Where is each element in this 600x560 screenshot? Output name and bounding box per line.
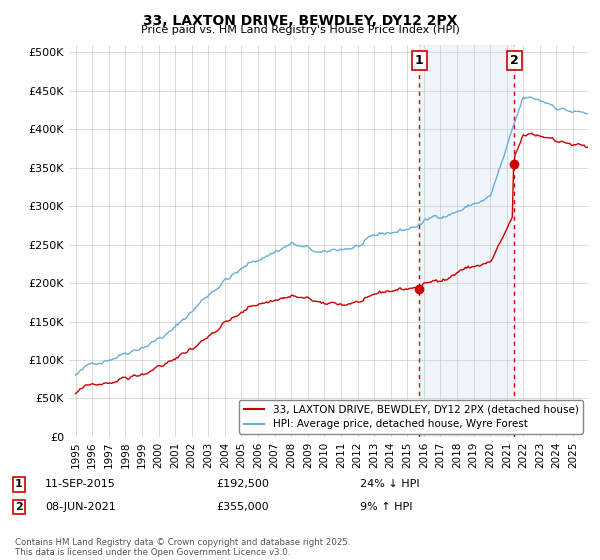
Text: 2: 2 (510, 54, 519, 67)
Text: 24% ↓ HPI: 24% ↓ HPI (360, 479, 419, 489)
Text: 08-JUN-2021: 08-JUN-2021 (45, 502, 116, 512)
Text: 9% ↑ HPI: 9% ↑ HPI (360, 502, 413, 512)
Text: £355,000: £355,000 (216, 502, 269, 512)
Text: 33, LAXTON DRIVE, BEWDLEY, DY12 2PX: 33, LAXTON DRIVE, BEWDLEY, DY12 2PX (143, 14, 457, 28)
Text: Contains HM Land Registry data © Crown copyright and database right 2025.
This d: Contains HM Land Registry data © Crown c… (15, 538, 350, 557)
Text: £192,500: £192,500 (216, 479, 269, 489)
Legend: 33, LAXTON DRIVE, BEWDLEY, DY12 2PX (detached house), HPI: Average price, detach: 33, LAXTON DRIVE, BEWDLEY, DY12 2PX (det… (239, 400, 583, 433)
Text: 1: 1 (415, 54, 424, 67)
Text: 2: 2 (15, 502, 23, 512)
Text: 11-SEP-2015: 11-SEP-2015 (45, 479, 116, 489)
Bar (419, 45, 514, 437)
Text: Price paid vs. HM Land Registry's House Price Index (HPI): Price paid vs. HM Land Registry's House … (140, 25, 460, 35)
Text: 1: 1 (15, 479, 23, 489)
